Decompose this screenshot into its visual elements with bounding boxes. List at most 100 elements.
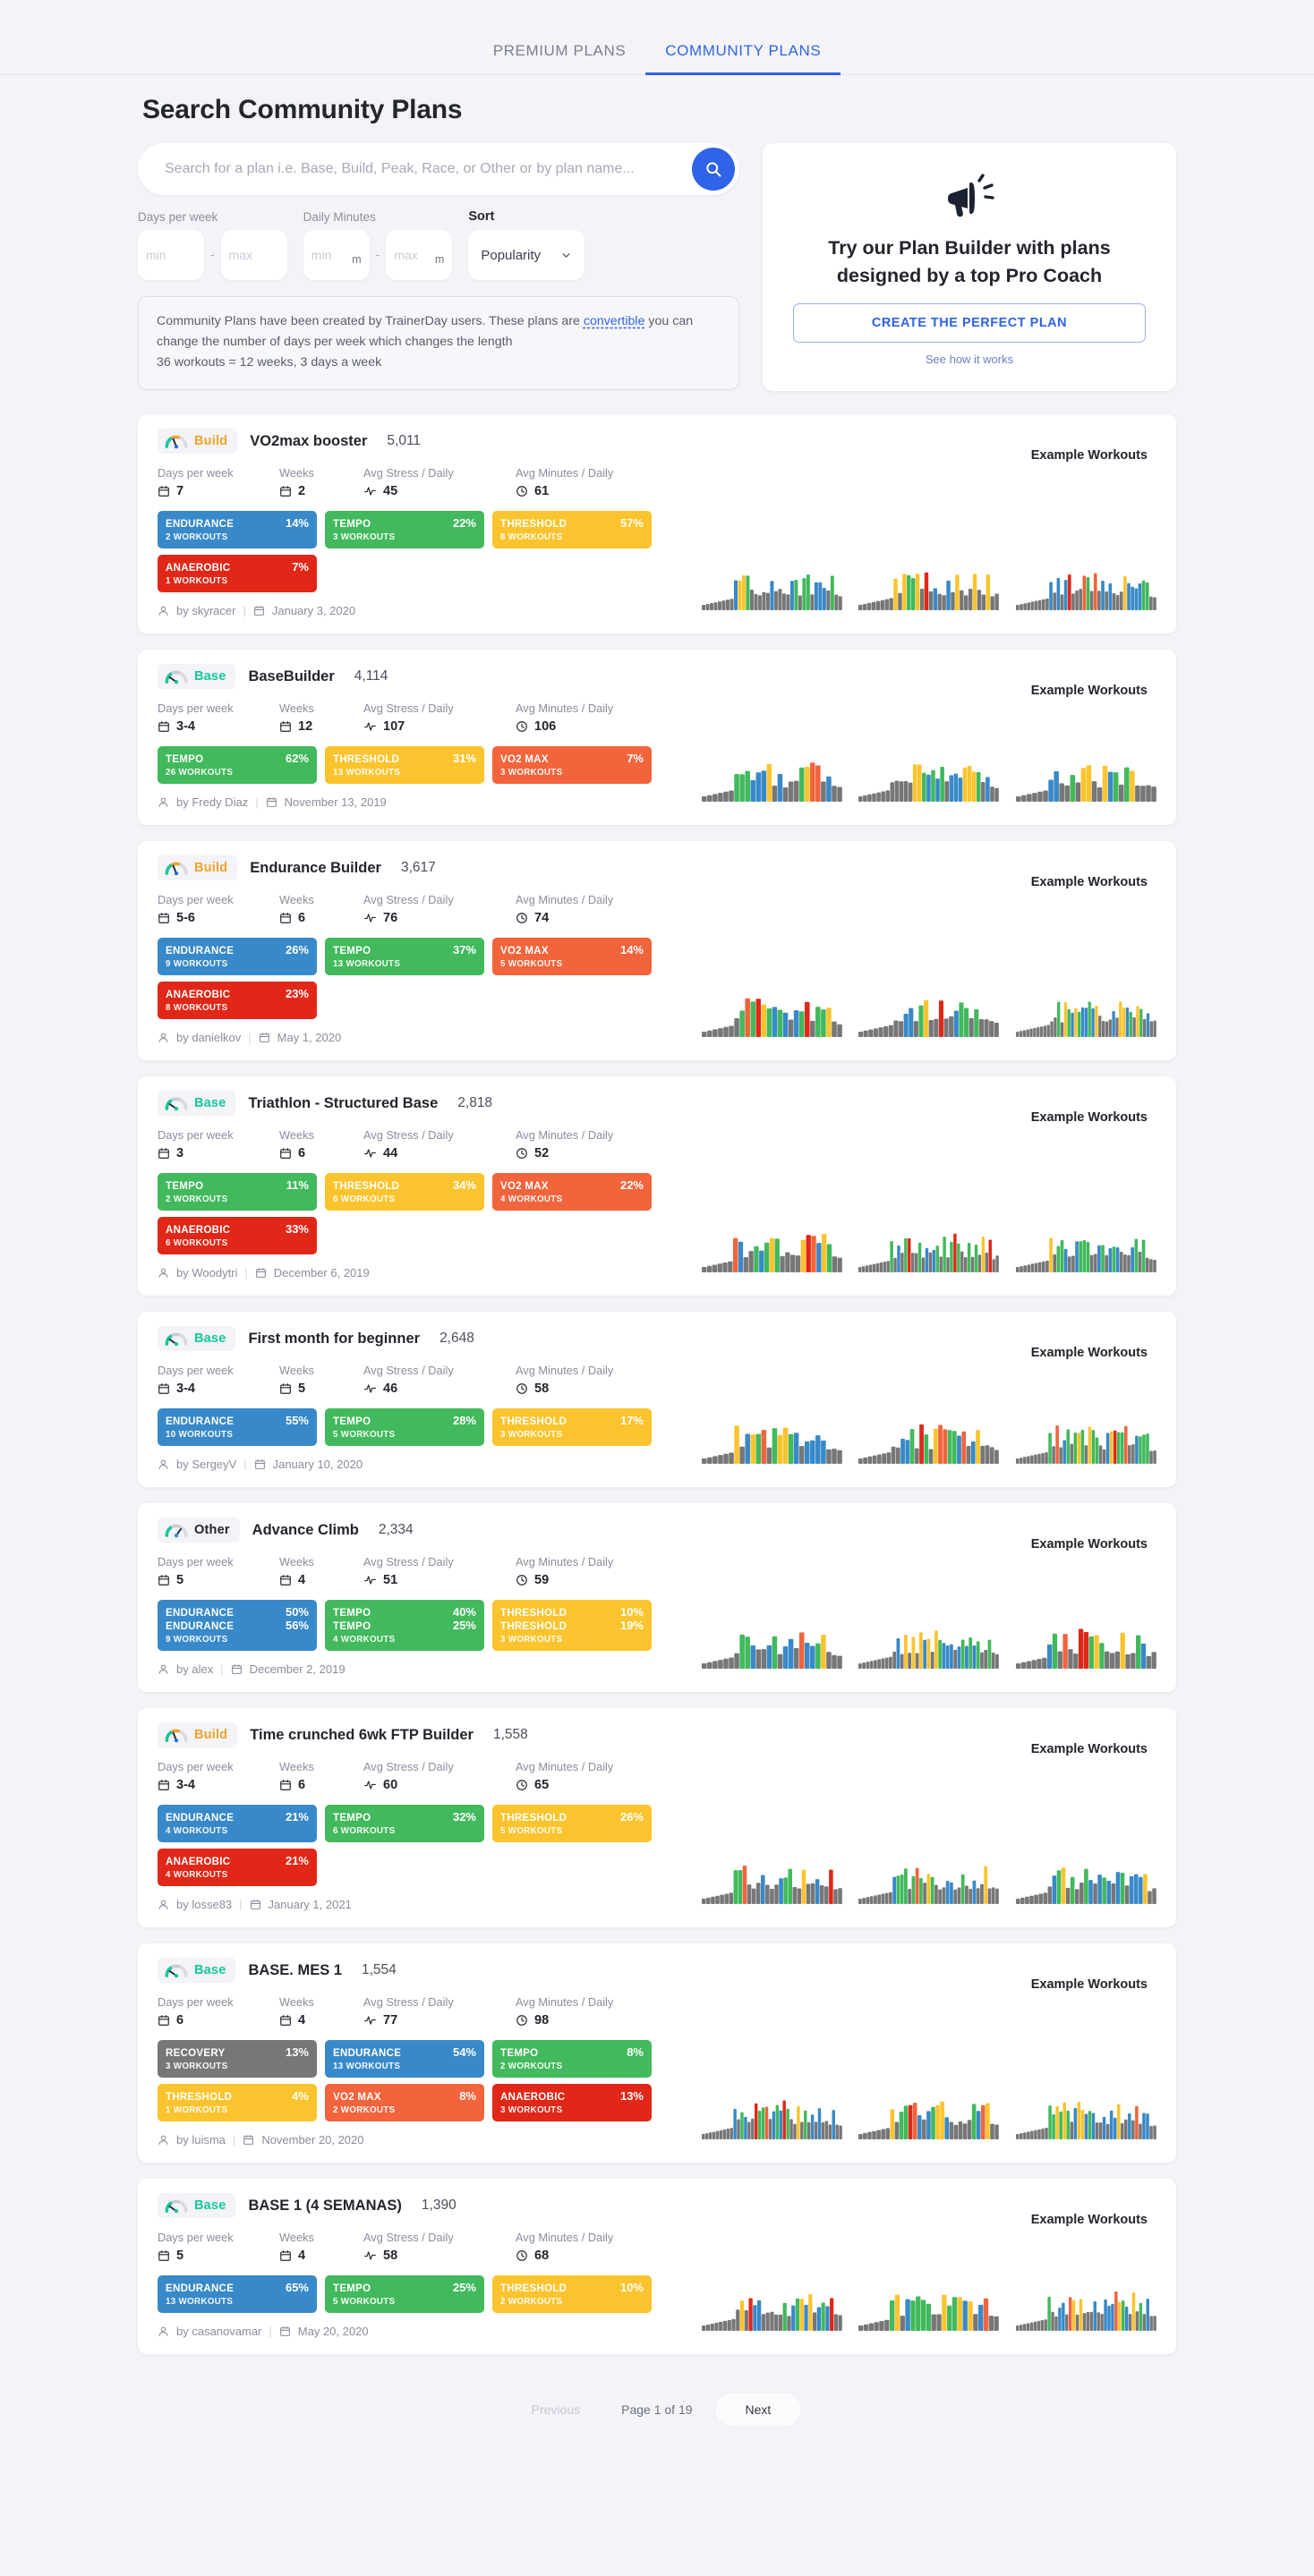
zone-name: TEMPO	[333, 1416, 371, 1428]
days-min-box[interactable]	[138, 230, 204, 280]
gauge-icon	[165, 1524, 188, 1538]
plan-stats: Days per week 6 Weeks 4 Avg Stress / Dai…	[158, 1995, 695, 2028]
example-workouts-title: Example Workouts	[1030, 1346, 1148, 1361]
create-perfect-plan-button[interactable]: CREATE THE PERFECT PLAN	[793, 303, 1146, 344]
workout-profile-chart	[1015, 2102, 1156, 2140]
byline-separator: |	[244, 1266, 248, 1280]
plan-card[interactable]: Base First month for beginner 2,648 Days…	[138, 1312, 1176, 1488]
plan-card[interactable]: Other Advance Climb 2,334 Days per week …	[138, 1503, 1176, 1693]
stat-label: Weeks	[279, 1995, 314, 2010]
zone-name: TEMPO	[166, 754, 204, 766]
days-min-input[interactable]	[146, 248, 196, 262]
workout-profile-chart	[1015, 1237, 1156, 1273]
gauge-icon	[165, 1964, 188, 1978]
pulse-icon	[364, 2016, 376, 2025]
calendar-icon	[280, 2250, 291, 2261]
plan-card-header: Base Triathlon - Structured Base 2,818	[158, 1091, 695, 1117]
plan-card[interactable]: Base BaseBuilder 4,114 Days per week 3-4…	[138, 650, 1176, 826]
zone-percent: 21%	[285, 1854, 309, 1868]
zone-name: THRESHOLD	[333, 1181, 400, 1193]
zone-workouts: 4 WORKOUTS	[500, 1194, 563, 1205]
stat-avg-minutes: Avg Minutes / Daily 98	[516, 1995, 668, 2028]
user-icon	[158, 1459, 168, 1469]
calendar-icon	[158, 1780, 169, 1790]
stat-label: Avg Stress / Daily	[363, 466, 454, 480]
zone-chip: ENDURANCE 26% 9 WORKOUTS	[158, 938, 317, 976]
byline-separator: |	[248, 1031, 252, 1045]
see-how-it-works-link[interactable]: See how it works	[925, 353, 1014, 367]
stat-label: Avg Stress / Daily	[363, 2231, 454, 2245]
tab-community-plans[interactable]: COMMUNITY PLANS	[645, 42, 841, 75]
search-input[interactable]	[165, 161, 680, 177]
plan-card-header: Base BASE. MES 1 1,554	[158, 1958, 695, 1984]
workout-profile-chart	[1015, 1628, 1156, 1670]
plan-card[interactable]: Base BASE. MES 1 1,554 Days per week 6 W…	[138, 1943, 1176, 2164]
zone-name: TEMPO	[333, 1608, 371, 1620]
zone-percent: 10%	[619, 2281, 644, 2295]
days-max-input[interactable]	[228, 248, 279, 262]
zone-percent: 32%	[452, 1810, 476, 1824]
plan-stats: Days per week 3-4 Weeks 6 Avg Stress / D…	[158, 1760, 695, 1792]
byline-separator: |	[220, 1662, 224, 1677]
zone-percent: 65%	[285, 2281, 309, 2295]
stat-label: Avg Minutes / Daily	[516, 1128, 614, 1143]
minutes-min-input[interactable]	[311, 248, 362, 262]
plan-card[interactable]: Base Triathlon - Structured Base 2,818 D…	[138, 1076, 1176, 1297]
zone-chips: TEMPO 11% 2 WORKOUTS THRESHOLD 34% 6 WOR…	[158, 1173, 659, 1255]
zone-percent: 25%	[452, 2281, 476, 2295]
stat-avg-minutes: Avg Minutes / Daily 65	[516, 1760, 668, 1792]
plan-card-header: Build Endurance Builder 3,617	[158, 855, 695, 881]
zone-name: ANAEROBIC	[166, 1857, 231, 1868]
plan-stats: Days per week 5 Weeks 4 Avg Stress / Dai…	[158, 1555, 695, 1587]
example-workout-charts	[702, 1628, 1156, 1670]
example-workouts-title: Example Workouts	[1030, 1977, 1148, 1993]
stat-value: 77	[363, 2013, 508, 2028]
zone-chip: THRESHOLD 17% 3 WORKOUTS	[492, 1408, 652, 1447]
convertible-link[interactable]: convertible	[583, 314, 645, 328]
workout-profile-chart	[702, 1632, 842, 1670]
zone-workouts: 13 WORKOUTS	[333, 2062, 401, 2072]
zone-name: THRESHOLD	[500, 1608, 567, 1620]
plan-card[interactable]: Build Endurance Builder 3,617 Days per w…	[138, 841, 1176, 1061]
example-workouts-title: Example Workouts	[1030, 448, 1148, 463]
plan-card[interactable]: Build Time crunched 6wk FTP Builder 1,55…	[138, 1708, 1176, 1928]
zone-chip: THRESHOLD 4% 1 WORKOUTS	[158, 2084, 317, 2122]
previous-page-button[interactable]: Previous	[512, 2393, 600, 2427]
plan-date: May 20, 2020	[297, 2325, 369, 2339]
example-workout-charts	[702, 2290, 1156, 2332]
zone-name: VO2 MAX	[333, 2092, 381, 2104]
zone-workouts: 10 WORKOUTS	[166, 1430, 234, 1441]
plan-author: by Fredy Diaz	[176, 795, 249, 810]
plan-type-label: Other	[194, 1523, 230, 1538]
zone-name: ENDURANCE	[166, 1608, 235, 1620]
plan-type-label: Build	[194, 861, 228, 876]
daily-minutes-label: Daily Minutes	[303, 210, 376, 224]
plan-type-label: Base	[194, 2198, 226, 2214]
stat-value: 4	[279, 1573, 356, 1587]
days-max-box[interactable]	[220, 230, 287, 280]
search-button[interactable]	[692, 148, 735, 191]
zone-name: THRESHOLD	[500, 1416, 567, 1428]
minutes-min-box[interactable]: m	[303, 230, 370, 280]
plan-byline: by skyracer | January 3, 2020	[158, 604, 695, 617]
stat-label: Days per week	[158, 701, 234, 716]
next-page-button[interactable]: Next	[713, 2392, 803, 2428]
minutes-max-input[interactable]	[394, 248, 445, 262]
plan-card[interactable]: Base BASE 1 (4 SEMANAS) 1,390 Days per w…	[138, 2179, 1176, 2355]
plan-author: by SergeyV	[176, 1458, 237, 1472]
minutes-max-box[interactable]: m	[386, 230, 453, 280]
zone-percent: 4%	[292, 2089, 309, 2104]
calendar-icon	[254, 1459, 265, 1469]
plan-date: November 20, 2020	[261, 2133, 364, 2147]
pulse-icon	[364, 1149, 376, 1158]
zone-chip: ENDURANCE 14% 2 WORKOUTS	[158, 511, 317, 549]
plan-card[interactable]: Build VO2max booster 5,011 Days per week…	[138, 414, 1176, 634]
zone-chip: TEMPO 25% 5 WORKOUTS	[325, 2275, 484, 2314]
zone-chip: TEMPO 40% TEMPO 25% 4 WORKOUTS	[325, 1600, 484, 1652]
tab-premium-plans[interactable]: PREMIUM PLANS	[492, 42, 627, 59]
zone-percent: 37%	[452, 943, 476, 957]
calendar-icon	[280, 913, 291, 923]
zone-chip: ENDURANCE 50% ENDURANCE 56% 9 WORKOUTS	[158, 1600, 317, 1652]
sort-select[interactable]: Popularity	[468, 230, 585, 280]
workout-profile-chart	[858, 2294, 1000, 2332]
